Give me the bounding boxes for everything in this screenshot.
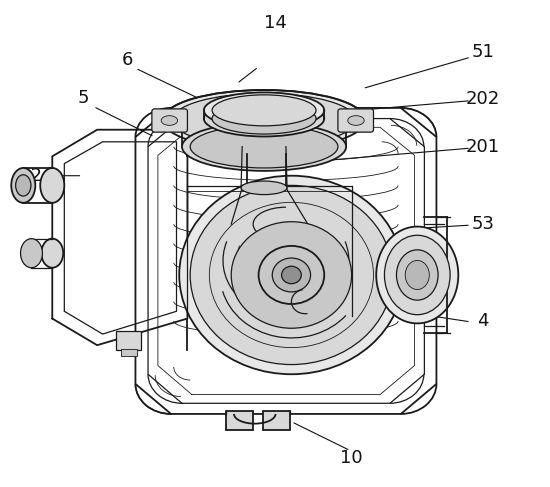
Ellipse shape [384, 235, 450, 315]
Text: 6: 6 [122, 52, 133, 70]
Ellipse shape [179, 176, 404, 374]
Bar [116, 331, 141, 350]
Text: 53: 53 [471, 215, 494, 233]
Ellipse shape [376, 226, 458, 323]
Ellipse shape [190, 125, 338, 168]
Ellipse shape [204, 101, 324, 136]
Ellipse shape [20, 239, 42, 268]
Ellipse shape [11, 168, 35, 203]
FancyBboxPatch shape [152, 109, 188, 132]
Text: 202: 202 [466, 90, 500, 108]
Ellipse shape [212, 95, 316, 126]
Ellipse shape [272, 258, 311, 292]
Ellipse shape [348, 116, 364, 125]
Bar [120, 349, 137, 356]
Ellipse shape [172, 94, 356, 147]
Bar [226, 411, 253, 430]
Ellipse shape [182, 122, 346, 171]
Ellipse shape [241, 181, 287, 195]
Ellipse shape [210, 202, 373, 348]
Ellipse shape [231, 222, 351, 328]
Ellipse shape [282, 266, 301, 284]
Text: 201: 201 [466, 138, 500, 156]
Text: 51: 51 [471, 43, 494, 61]
Bar [275, 127, 289, 154]
Ellipse shape [15, 175, 31, 196]
Bar [239, 127, 253, 154]
Text: 4: 4 [477, 312, 489, 330]
Ellipse shape [163, 90, 365, 150]
Text: 52: 52 [20, 167, 43, 185]
Ellipse shape [397, 250, 438, 300]
Ellipse shape [41, 239, 63, 268]
Text: 14: 14 [263, 14, 287, 32]
Ellipse shape [190, 186, 393, 365]
Ellipse shape [212, 103, 316, 134]
FancyBboxPatch shape [338, 109, 373, 132]
Ellipse shape [258, 246, 324, 304]
Bar [263, 411, 290, 430]
Ellipse shape [161, 116, 178, 125]
Ellipse shape [40, 168, 64, 203]
Text: 5: 5 [78, 89, 89, 107]
Ellipse shape [405, 261, 430, 289]
Ellipse shape [204, 93, 324, 128]
Text: 10: 10 [340, 449, 363, 467]
